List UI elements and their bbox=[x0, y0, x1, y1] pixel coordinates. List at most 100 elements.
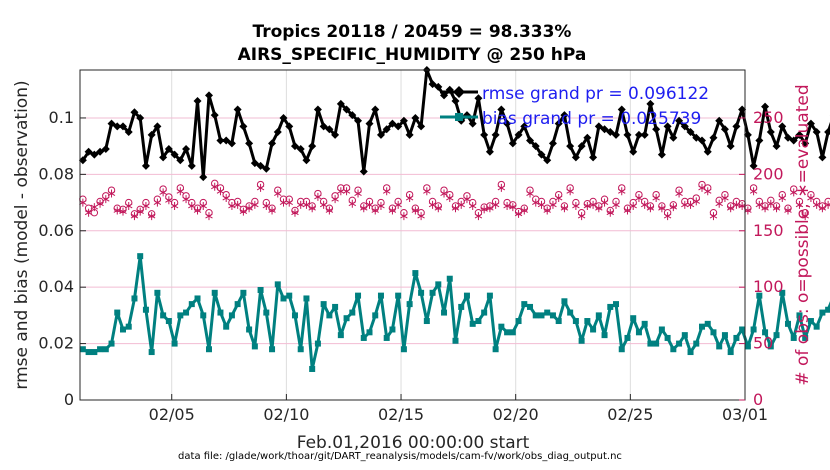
obs-evaluated-point bbox=[618, 187, 626, 196]
rmse-point bbox=[543, 156, 552, 165]
bias-point bbox=[796, 312, 803, 319]
obs-evaluated-point bbox=[566, 187, 574, 196]
series-layer bbox=[78, 66, 830, 372]
bias-point bbox=[658, 326, 665, 333]
rmse-point bbox=[806, 119, 815, 128]
rmse-point bbox=[336, 99, 345, 108]
bias-point bbox=[561, 298, 568, 305]
obs-evaluated-point bbox=[709, 212, 718, 221]
rmse-point bbox=[703, 147, 712, 156]
y-tick-label: 0.06 bbox=[38, 221, 74, 240]
obs-evaluated-point bbox=[417, 212, 425, 221]
obs-evaluated-point bbox=[308, 204, 316, 213]
obs-evaluated-point bbox=[474, 212, 483, 221]
rmse-point bbox=[308, 142, 317, 151]
obs-evaluated-point bbox=[692, 197, 700, 206]
rmse-point bbox=[789, 136, 798, 145]
series-line-bias bbox=[82, 254, 830, 371]
obs-evaluated-point bbox=[216, 187, 225, 196]
obs-evaluated-point bbox=[767, 199, 775, 208]
rmse-point bbox=[686, 128, 695, 137]
obs-evaluated-point bbox=[468, 201, 477, 210]
rmse-point bbox=[101, 144, 110, 153]
rmse-point bbox=[480, 130, 489, 139]
bias-point bbox=[721, 332, 728, 339]
bias-point bbox=[773, 332, 780, 339]
obs-evaluated-point bbox=[612, 200, 620, 209]
rmse-point bbox=[250, 159, 259, 168]
obs-evaluated-point bbox=[405, 194, 414, 203]
rmse-point bbox=[331, 130, 340, 139]
bias-point bbox=[670, 346, 677, 353]
obs-evaluated-point bbox=[583, 201, 592, 210]
obs-evaluated-point bbox=[509, 203, 517, 212]
bias-point bbox=[756, 292, 763, 299]
obs-evaluated-point bbox=[434, 204, 443, 213]
obs-evaluated-point bbox=[147, 212, 156, 221]
bias-point bbox=[125, 323, 132, 330]
rmse-point bbox=[371, 105, 380, 114]
bias-point bbox=[228, 312, 235, 319]
bias-point bbox=[727, 349, 734, 356]
rmse-point bbox=[468, 119, 477, 128]
bias-point bbox=[630, 315, 637, 322]
bias-point bbox=[142, 306, 149, 313]
y2-tick-label: 150 bbox=[753, 221, 784, 240]
rmse-point bbox=[623, 130, 632, 139]
bias-point bbox=[578, 337, 585, 344]
rmse-point bbox=[164, 144, 173, 153]
rmse-point bbox=[783, 133, 792, 142]
rmse-point bbox=[577, 142, 586, 151]
bias-point bbox=[807, 318, 814, 325]
bias-point bbox=[647, 340, 654, 347]
obs-evaluated-point bbox=[136, 207, 144, 216]
rmse-point bbox=[548, 139, 557, 148]
bias-point bbox=[486, 292, 493, 299]
rmse-point bbox=[617, 105, 626, 114]
obs-evaluated-point bbox=[526, 189, 534, 198]
bias-point bbox=[744, 343, 751, 350]
rmse-point bbox=[268, 139, 277, 148]
bias-point bbox=[246, 326, 253, 333]
obs-evaluated-point bbox=[801, 212, 809, 221]
y-tick-label: 0.04 bbox=[38, 277, 74, 296]
obs-evaluated-point bbox=[784, 206, 792, 215]
obs-evaluated-point bbox=[715, 199, 723, 208]
rmse-point bbox=[222, 136, 231, 145]
bias-point bbox=[389, 326, 396, 333]
obs-evaluated-point bbox=[554, 194, 563, 203]
obs-evaluated-point bbox=[182, 195, 190, 204]
rmse-point bbox=[755, 136, 764, 145]
series-line-rmse bbox=[81, 68, 830, 179]
obs-evaluated-point bbox=[159, 188, 167, 197]
obs-evaluated-point bbox=[165, 196, 173, 205]
series-obs-possible bbox=[79, 179, 830, 218]
bias-point bbox=[681, 332, 688, 339]
obs-evaluated-point bbox=[681, 200, 689, 209]
obs-evaluated-point bbox=[199, 201, 207, 210]
rmse-point bbox=[319, 122, 328, 131]
obs-evaluated-point bbox=[663, 212, 672, 221]
bias-point bbox=[377, 292, 384, 299]
rmse-point bbox=[589, 153, 598, 162]
rmse-point bbox=[204, 91, 213, 100]
obs-evaluated-point bbox=[543, 206, 551, 215]
bias-point bbox=[618, 346, 625, 353]
rmse-point bbox=[78, 156, 87, 165]
bias-point bbox=[779, 289, 786, 296]
bias-point bbox=[320, 301, 327, 308]
obs-evaluated-point bbox=[600, 198, 609, 207]
bias-point bbox=[481, 309, 488, 316]
tick-layer: 02/05 02/10 02/15 02/20 02/25 03/0100.020.040… bbox=[38, 108, 783, 424]
obs-evaluated-point bbox=[176, 187, 185, 196]
bias-point bbox=[217, 309, 224, 316]
rmse-point bbox=[141, 161, 150, 170]
obs-evaluated-point bbox=[778, 194, 786, 203]
bias-point bbox=[234, 301, 241, 308]
legend-label-rmse: rmse grand pr = 0.096122 bbox=[482, 84, 709, 104]
x-tick-label: 02/10 bbox=[263, 405, 309, 424]
bias-point bbox=[395, 292, 402, 299]
rmse-point bbox=[801, 139, 810, 148]
rmse-point bbox=[388, 119, 397, 128]
obs-evaluated-point bbox=[463, 195, 471, 204]
